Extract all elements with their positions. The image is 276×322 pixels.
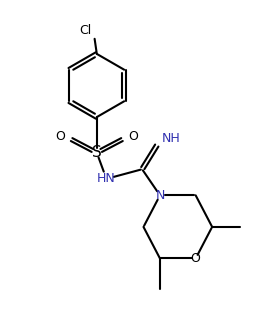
Text: O: O	[55, 130, 65, 143]
Text: N: N	[155, 189, 165, 202]
Text: O: O	[191, 252, 201, 265]
Text: NH: NH	[161, 132, 180, 145]
Text: Cl: Cl	[79, 24, 91, 37]
Text: O: O	[128, 130, 138, 143]
Text: HN: HN	[97, 172, 116, 185]
Text: S: S	[92, 145, 102, 160]
